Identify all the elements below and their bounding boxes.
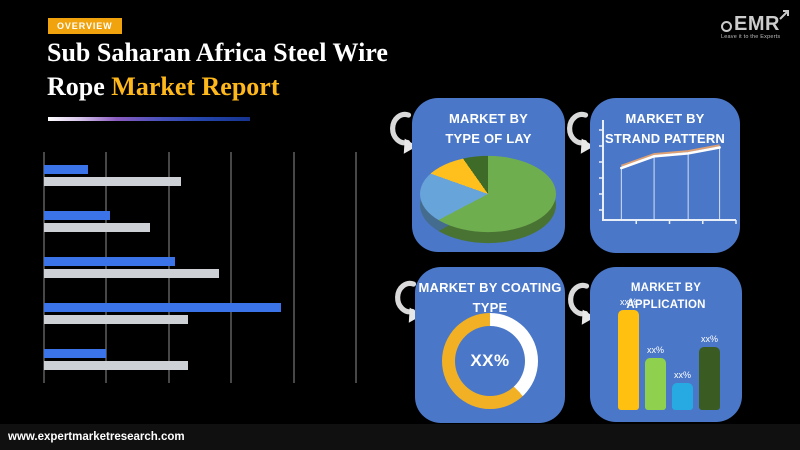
- title-line2-accent: Market Report: [111, 72, 280, 102]
- application-bars: xx% xx% xx% xx%: [618, 297, 720, 410]
- panel-title-line2: TYPE: [472, 299, 508, 315]
- bar-series-gray: [44, 315, 188, 325]
- logo-text: EMR: [734, 13, 780, 35]
- panel-title: MARKET BY STRAND PATTERN: [590, 109, 740, 148]
- panel-title-line1: MARKET BY: [625, 111, 705, 126]
- bar-series-gray: [44, 268, 219, 278]
- panel-title: MARKET BY TYPE OF LAY: [412, 109, 565, 148]
- bar-group-1: [44, 164, 356, 186]
- bar-series-gray: [44, 222, 151, 232]
- panel-title: MARKET BY APPLICATION: [590, 280, 742, 315]
- app-bar-group-4: xx%: [699, 334, 720, 410]
- panel-title-line2: TYPE OF LAY: [445, 130, 532, 146]
- donut-hole: XX%: [455, 326, 525, 396]
- overview-badge: OVERVIEW: [48, 18, 122, 34]
- panel-type-of-lay: MARKET BY TYPE OF LAY: [412, 98, 565, 252]
- donut-center-label: XX%: [470, 351, 510, 370]
- panel-title-line1: MARKET BY: [448, 111, 529, 126]
- panel-title-line1: MARKET BY APPLICATION: [626, 282, 706, 312]
- title-line2-white: Rope: [47, 72, 105, 102]
- panel-coating-type: MARKET BY COATING TYPE XX%: [415, 267, 565, 423]
- gridline: [43, 152, 45, 383]
- bar-group-2: [44, 210, 356, 232]
- emr-logo: EMR Leave it to the Experts: [721, 9, 799, 40]
- footer-bar: www.expertmarketresearch.com: [0, 424, 800, 450]
- bar-series-blue: [44, 256, 176, 266]
- gridline: [230, 152, 233, 383]
- app-bar: [699, 347, 720, 410]
- logo-ring-icon: [721, 21, 732, 32]
- page-title: Sub Saharan Africa Steel Wire Rope Market…: [47, 36, 507, 105]
- bar-group-5: [44, 349, 356, 371]
- title-line1: Sub Saharan Africa Steel Wire: [47, 38, 388, 67]
- bar-series-gray: [44, 361, 188, 371]
- bar-group-4: [44, 303, 356, 325]
- bar-group-3: [44, 256, 356, 278]
- cycle-arrow-icon: [567, 111, 594, 154]
- panel-strand-pattern: MARKET BY STRAND PATTERN: [590, 98, 740, 253]
- logo-tagline: Leave it to the Experts: [721, 34, 781, 40]
- panel-title-line2: STRAND PATTERN: [604, 130, 726, 146]
- bar-series-blue: [44, 349, 107, 359]
- bar-series-blue: [44, 210, 110, 220]
- panel-application: MARKET BY APPLICATION xx% xx% xx% xx%: [590, 267, 742, 422]
- bar-value-label: xx%: [619, 297, 637, 307]
- bar-value-label: xx%: [646, 345, 664, 355]
- bar-value-label: xx%: [700, 334, 718, 344]
- bar-series-blue: [44, 303, 282, 313]
- bar-series-blue: [44, 164, 88, 174]
- bar-value-label: xx%: [673, 370, 691, 380]
- gridline: [105, 152, 108, 383]
- app-bar: [645, 358, 666, 410]
- app-bar-group-3: xx%: [672, 370, 693, 410]
- gridline: [292, 152, 295, 383]
- panel-title: MARKET BY COATING TYPE: [415, 278, 565, 317]
- bar-series-gray: [44, 176, 182, 186]
- app-bar: [618, 310, 639, 410]
- cycle-arrow-icon: [568, 282, 595, 325]
- pie-face: [420, 155, 556, 233]
- app-bar: [672, 383, 693, 410]
- app-bar-group-2: xx%: [645, 345, 666, 410]
- pie-chart-type-of-lay: [420, 126, 556, 262]
- title-underline: [48, 117, 250, 121]
- line-chart-strand-pattern: [599, 120, 737, 224]
- cycle-arrow-icon: [390, 111, 417, 154]
- donut-chart-coating-type: XX%: [442, 313, 538, 409]
- gridline: [167, 152, 170, 383]
- gridline: [355, 152, 357, 383]
- panel-title-line1: MARKET BY COATING: [418, 280, 562, 295]
- overview-bar-chart: [43, 152, 357, 383]
- website-link[interactable]: www.expertmarketresearch.com: [8, 431, 185, 443]
- app-bar-group-1: xx%: [618, 297, 639, 410]
- logo-up-arrow-icon: [779, 10, 789, 20]
